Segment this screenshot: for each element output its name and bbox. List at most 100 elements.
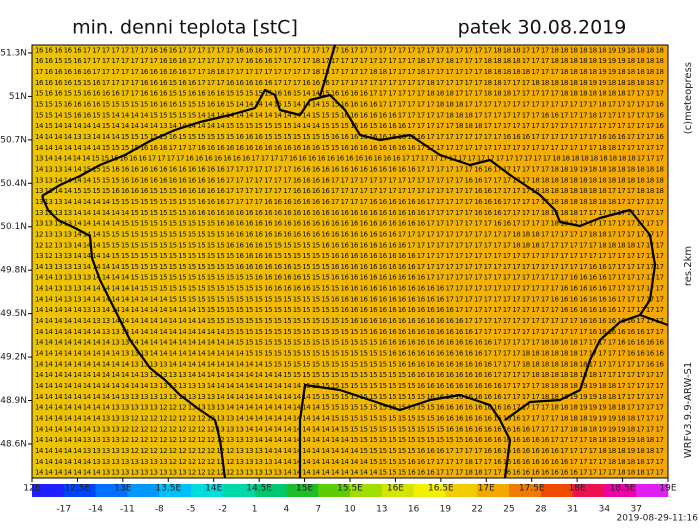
value-row: 13 12 13 13 14 14 14 14 15 15 15 15 15 1… [35,252,664,260]
value-row: 13 13 13 13 14 14 14 14 14 14 15 15 15 1… [35,209,664,217]
value-row: 14 14 14 13 13 14 14 14 14 14 14 14 14 1… [35,295,664,303]
value-row: 14 14 14 14 14 14 14 14 14 14 14 13 13 1… [35,371,664,379]
value-row: 15 16 16 15 15 16 16 16 16 17 17 16 16 1… [35,90,664,98]
value-row: 14 14 14 14 14 14 14 14 14 14 14 14 13 1… [35,382,664,390]
color-swatch [32,484,65,497]
colorbar-label: 13 [376,505,387,515]
colorbar-label: -11 [120,505,135,515]
value-row: 14 14 14 14 14 14 14 15 15 15 15 16 16 1… [35,144,664,152]
lon-tick-label: 12.5E [65,484,91,494]
color-swatch [477,484,510,497]
lat-tick-label: 51.3N [0,48,27,58]
color-swatch [604,484,637,497]
colorbar-label: 22 [471,505,482,515]
value-row: 15 15 14 15 16 16 15 15 14 14 14 14 15 1… [35,111,665,119]
lon-tick-label: 15E [296,484,313,494]
value-row: 14 14 14 14 14 14 14 14 14 13 13 13 13 1… [35,393,664,401]
lon-tick-label: 14.5E [246,484,272,494]
value-row: 14 14 13 13 13 13 14 14 14 14 15 15 15 1… [35,274,664,282]
lon-tick-label: 19E [659,484,676,494]
value-row: 16 16 16 16 15 15 16 17 17 17 17 16 16 1… [35,79,664,87]
value-row: 13 13 14 14 14 14 15 15 15 16 16 16 16 1… [35,176,664,184]
color-swatch [445,484,478,497]
color-swatch [286,484,319,497]
colorbar-label: 25 [503,505,514,515]
timestamp: 2019-08-29-11:16 [617,514,699,524]
value-row: 13 13 14 14 15 15 15 15 16 16 16 16 15 1… [35,187,664,195]
lon-tick-label: 16E [387,484,404,494]
color-swatch [381,484,414,497]
colorbar-label: 19 [440,505,452,515]
model: WRFv3.9.9-ARW-S1 [683,362,694,459]
colorbar-label: -8 [155,505,164,515]
colorbar-label: -2 [218,505,227,515]
lon-tick-label: 12E [23,484,40,494]
map-area [31,44,669,479]
color-swatch [636,484,669,497]
lon-tick-label: 18.5E [610,484,636,494]
value-row: 12 12 13 13 14 14 14 15 15 15 15 15 15 1… [35,241,664,249]
colorbar-label: 34 [599,505,611,515]
lat-tick-label: 48.9N [0,396,27,406]
lat-tick-label: 50.7N [0,135,27,145]
value-row: 14 14 14 14 14 14 14 14 14 13 13 13 14 1… [35,350,665,358]
colorbar-label: 28 [535,505,547,515]
color-swatch [191,484,224,497]
border-line [41,88,669,327]
colorbar: -17 -14 -11 -8 -5 -2 1 4 7 10 13 16 19 22 25 28 31 34 37 [32,484,669,515]
value-row: 14 13 13 14 14 15 15 15 16 16 16 16 16 1… [35,165,664,173]
lon-tick-label: 14E [205,484,222,494]
color-swatch [95,484,128,497]
color-swatch [159,484,192,497]
value-row: 15 15 15 16 16 16 16 15 15 15 15 15 16 1… [35,101,665,109]
value-row: 14 14 14 14 14 14 14 14 13 13 13 13 13 1… [35,404,664,412]
value-grid: 16 16 16 16 16 17 17 17 17 17 17 17 16 1… [35,46,665,476]
colorbar-label: -14 [88,505,103,515]
value-row: 13 13 13 13 14 14 14 14 14 15 15 15 15 1… [35,220,664,228]
value-row: 14 15 14 14 14 14 14 15 14 14 14 14 14 1… [35,122,665,130]
river-line [318,44,337,97]
color-swatch [127,484,160,497]
color-swatch [350,484,383,497]
borders [40,44,669,479]
date: patek 30.08.2019 [458,17,627,39]
color-swatch [572,484,605,497]
value-row: 14 14 14 14 14 14 13 13 13 12 12 12 12 1… [35,425,664,433]
color-swatch [63,484,96,497]
color-swatch [509,484,542,497]
lat-tick-label: 49.2N [0,353,27,363]
colorbar-label: 10 [344,505,356,515]
colorbar-label: 1 [252,505,258,515]
value-row: 14 14 14 14 14 13 13 13 13 12 12 12 12 1… [35,436,664,444]
value-row: 14 14 14 14 14 14 13 13 14 14 14 14 14 1… [35,317,664,325]
value-row: 14 14 14 14 14 14 14 13 13 13 12 12 12 1… [35,414,664,422]
colorbar-label: 31 [567,505,578,515]
value-row: 14 14 14 14 14 13 13 13 13 13 12 12 12 1… [35,447,664,455]
colorbar-label: 4 [284,505,290,515]
lon-tick-label: 17.5E [519,484,545,494]
color-swatch [413,484,446,497]
color-swatch [222,484,255,497]
border-line [40,195,227,479]
lon-tick-label: 13.5E [155,484,181,494]
colorbar-label: -17 [56,505,71,515]
value-row: 13 13 13 14 14 14 14 14 15 15 15 15 15 1… [35,198,664,206]
value-row: 14 14 14 14 14 14 14 14 14 14 13 13 13 1… [35,360,665,368]
value-row: 17 16 16 16 16 16 17 17 17 17 17 16 16 1… [35,68,664,76]
lat-tick-label: 51N [9,92,27,102]
value-row: 14 14 14 14 13 13 14 14 14 15 15 15 15 1… [35,133,665,141]
lon-tick-label: 13E [114,484,131,494]
lat-tick-label: 49.5N [0,309,27,319]
lon-tick-label: 18E [569,484,586,494]
lat-tick-label: 49.8N [0,266,27,276]
colorbar-label: 37 [630,505,641,515]
value-row: 14 14 14 14 14 14 13 13 13 13 13 13 13 1… [35,458,664,466]
value-row: 13 14 14 14 14 14 15 15 15 16 16 16 17 1… [35,155,664,163]
lat-tick-label: 48.6N [0,439,27,449]
lon-tick-label: 15.5E [337,484,363,494]
value-row: 14 14 14 14 14 14 14 13 13 14 14 14 14 1… [35,328,664,336]
colorbar-label: -5 [187,505,196,515]
color-swatch [254,484,287,497]
lat-tick-label: 50.4N [0,179,27,189]
